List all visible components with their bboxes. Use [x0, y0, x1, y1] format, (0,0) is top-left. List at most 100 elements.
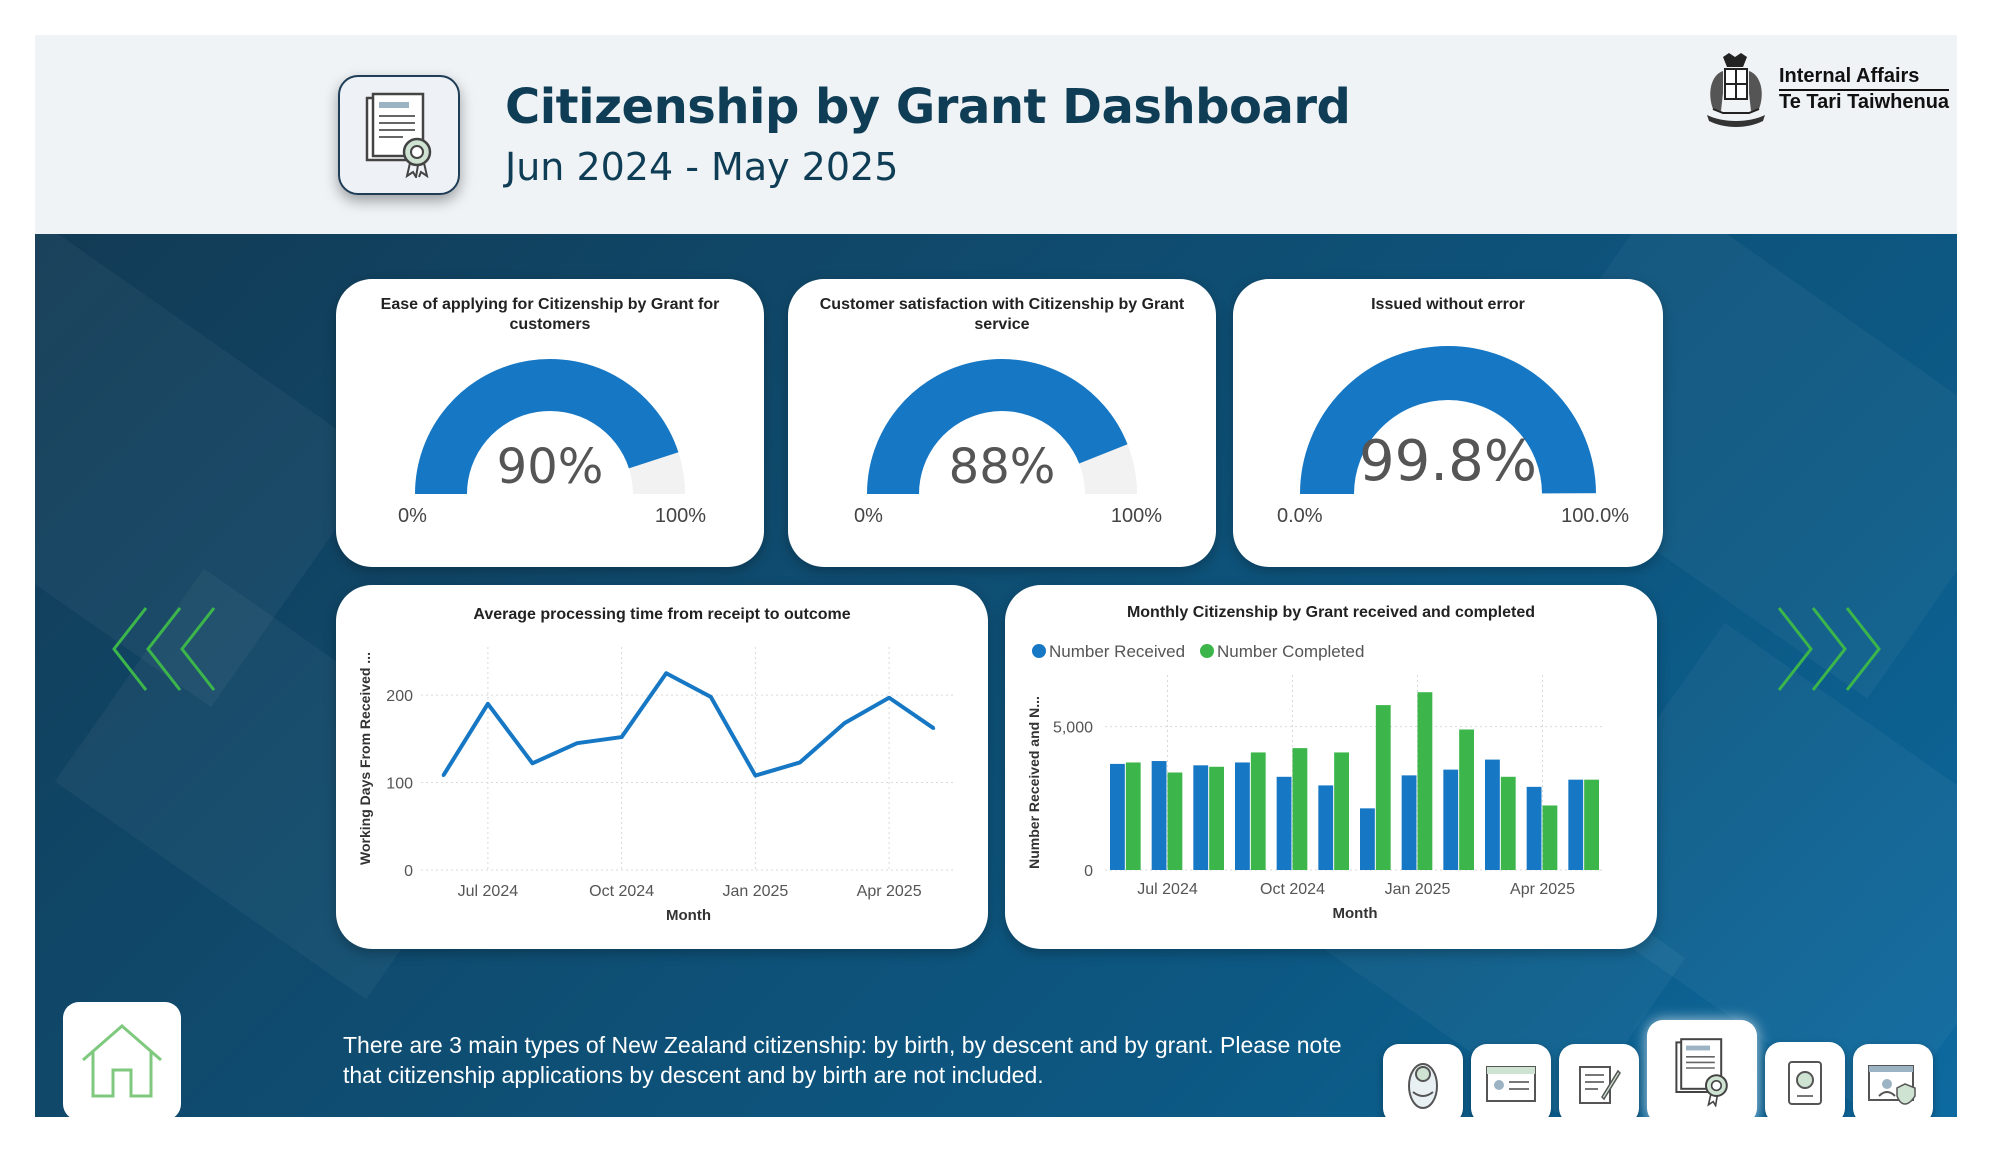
data-point	[620, 735, 624, 739]
gauge-title: Ease of applying for Citizenship by Gran…	[380, 296, 720, 333]
nav-tile-id[interactable]	[1471, 1044, 1551, 1117]
passport-icon	[1788, 1061, 1822, 1105]
gauge-arc	[1300, 345, 1596, 495]
bar-completed	[1125, 762, 1141, 870]
x-tick-label: Jul 2024	[1137, 881, 1198, 898]
y-tick-label: 100	[386, 776, 413, 793]
x-tick-label: Oct 2024	[1260, 881, 1325, 898]
bar-received	[1568, 779, 1584, 870]
data-point	[932, 726, 936, 730]
x-tick-label: Jul 2024	[458, 883, 519, 900]
y-tick-label: 200	[386, 688, 413, 705]
data-point	[753, 774, 757, 778]
data-point	[441, 774, 445, 778]
gauge-min-label: 0%	[398, 505, 427, 527]
chevron-left-icon[interactable]	[110, 604, 220, 694]
series-line	[441, 671, 935, 778]
x-tick-label: Oct 2024	[589, 883, 654, 900]
x-axis-label: Month	[1333, 905, 1378, 922]
gauge-title: Issued without error	[1371, 296, 1525, 313]
bar-received	[1276, 776, 1292, 870]
dashboard-body: Ease of applying for Citizenship by Gran…	[35, 234, 1957, 1117]
gauge-min-label: 0%	[854, 505, 883, 527]
gauge-card-satisfaction: Customer satisfaction with Citizenship b…	[788, 279, 1216, 567]
nav-tile-birth[interactable]	[1383, 1044, 1463, 1117]
y-tick-label: 5,000	[1053, 720, 1093, 737]
x-tick-label: Jan 2025	[1385, 881, 1451, 898]
legend-marker	[1032, 644, 1046, 658]
bar-received	[1110, 763, 1125, 870]
nav-tile-verify[interactable]	[1853, 1044, 1933, 1117]
nav-tile-sign[interactable]	[1559, 1044, 1639, 1117]
home-icon	[82, 1024, 162, 1098]
chart-title: Average processing time from receipt to …	[473, 606, 851, 623]
logo-divider	[1779, 89, 1949, 91]
x-tick-label: Apr 2025	[1510, 881, 1575, 898]
info-text: There are 3 main types of New Zealand ci…	[343, 1032, 1342, 1088]
bar-completed	[1375, 705, 1391, 870]
processing-time-chart-card: Average processing time from receipt to …	[336, 585, 988, 949]
nav-tile-passport[interactable]	[1765, 1042, 1845, 1117]
bar-received	[1318, 785, 1334, 870]
gauge-fill	[867, 359, 1128, 495]
y-axis-label: Working Days From Received ...	[357, 652, 373, 865]
x-axis-label: Month	[666, 907, 711, 924]
chevron-right-icon[interactable]	[1773, 604, 1883, 694]
gauge-arc	[867, 359, 1137, 495]
bar-completed	[1459, 729, 1474, 870]
bar-received	[1193, 765, 1209, 870]
y-axis-label: Number Received and N...	[1026, 696, 1042, 869]
coat-of-arms-icon	[1707, 53, 1765, 127]
bar-received	[1235, 762, 1250, 870]
legend-label: Number Received	[1049, 642, 1185, 661]
logo-line2: Te Tari Taiwhenua	[1779, 91, 1950, 113]
data-point	[843, 721, 847, 725]
bar-completed	[1292, 748, 1308, 870]
gauge-card-issued: Issued without error 99.8% 0.0% 100.0%	[1233, 279, 1663, 567]
legend-marker	[1200, 644, 1214, 658]
gauge-value: 88%	[948, 439, 1056, 495]
monthly-volume-chart-card: Monthly Citizenship by Grant received an…	[1005, 585, 1657, 949]
bar-chart: 0 5,000 Jul 2024 Oct 2024 Jan 2025 Apr 2025 Nu…	[1026, 642, 1605, 922]
verified-id-icon	[1868, 1065, 1916, 1105]
document-sign-icon	[1579, 1066, 1621, 1104]
bar-completed	[1584, 779, 1599, 870]
y-tick-label: 0	[404, 863, 413, 880]
gauge-value: 99.8%	[1359, 429, 1537, 494]
header: Citizenship by Grant Dashboard Jun 2024 …	[35, 35, 1957, 234]
gauge-max-label: 100%	[654, 505, 706, 527]
data-point	[709, 695, 713, 699]
y-tick-label: 0	[1084, 863, 1093, 880]
data-point	[798, 760, 802, 764]
gauge-value: 90%	[496, 439, 604, 495]
bar-received	[1485, 759, 1500, 870]
home-button[interactable]	[63, 1002, 181, 1117]
page-subtitle: Jun 2024 - May 2025	[505, 145, 899, 189]
line-chart: 0 100 200 Jul 2024 Oct 2024 Jan 2025 Apr 2025 M…	[357, 647, 956, 924]
bar-received	[1443, 769, 1459, 870]
id-card-icon	[1486, 1066, 1536, 1102]
data-point	[530, 761, 534, 765]
x-tick-label: Jan 2025	[722, 883, 788, 900]
chart-title: Monthly Citizenship by Grant received an…	[1126, 604, 1536, 621]
data-point	[575, 741, 579, 745]
x-tick-label: Apr 2025	[857, 883, 922, 900]
certificate-icon	[338, 75, 460, 195]
dia-logo: Internal Affairs Te Tari Taiwhenua	[1693, 53, 1957, 133]
nav-tile-grant-active[interactable]	[1647, 1020, 1757, 1117]
gauge-fill	[1300, 345, 1596, 495]
dashboard-frame: Citizenship by Grant Dashboard Jun 2024 …	[35, 35, 1957, 1117]
gauge-arc	[415, 359, 685, 495]
gauge-max-label: 100%	[1110, 505, 1162, 527]
bar-received	[1151, 761, 1167, 870]
baby-icon	[1408, 1063, 1438, 1109]
bar-completed	[1417, 692, 1433, 870]
gauge-min-label: 0.0%	[1277, 505, 1323, 527]
data-point	[887, 696, 891, 700]
data-point	[664, 671, 668, 675]
gauge-card-ease: Ease of applying for Citizenship by Gran…	[336, 279, 764, 567]
gauge-title: Customer satisfaction with Citizenship b…	[819, 296, 1185, 333]
legend-label: Number Completed	[1217, 642, 1364, 661]
gauge-max-label: 100.0%	[1561, 505, 1629, 527]
data-point	[486, 702, 490, 706]
